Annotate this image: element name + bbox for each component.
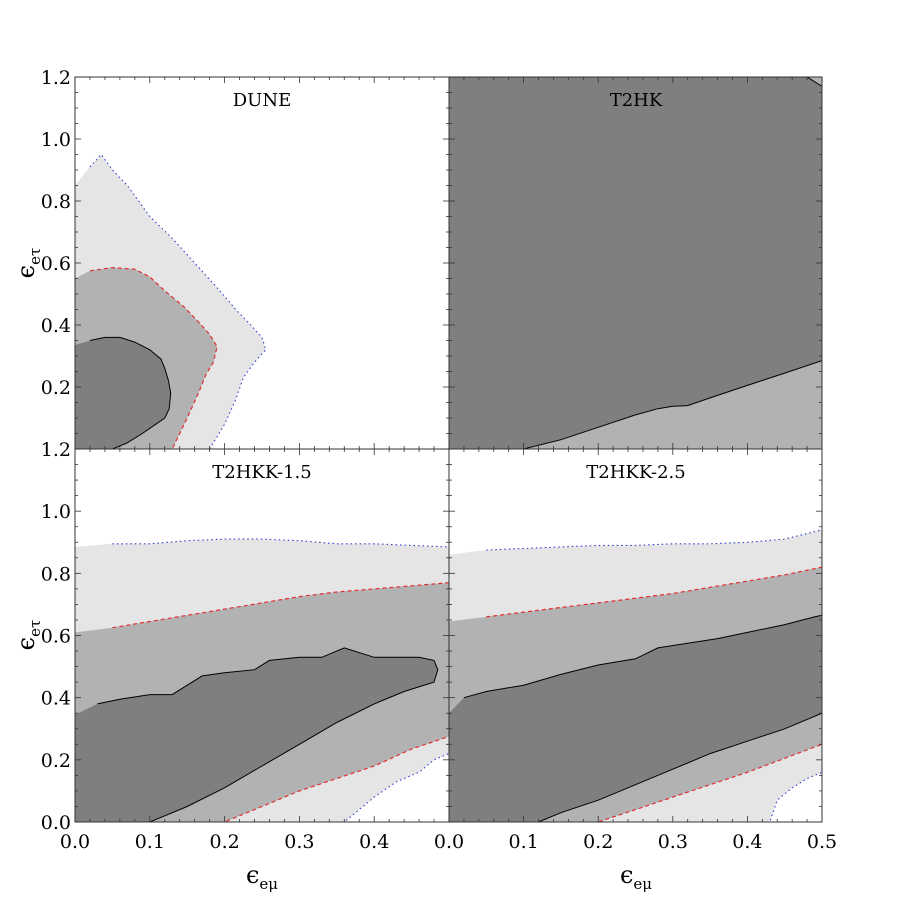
t2hk-axes: [448, 76, 823, 450]
contour-region-level-1: [449, 77, 822, 449]
panel-title-t2hk: T2HK: [610, 90, 663, 111]
panel-t2hkk-2-5: T2HKK-2.5: [448, 448, 823, 823]
contour-region-level-1: [75, 337, 171, 449]
x-tick-label: 0.2: [209, 831, 239, 853]
t2hk-contour-regions: [449, 77, 822, 449]
x-tick-label: 0.4: [732, 831, 762, 853]
t2hkk-2-5-axes: [448, 448, 823, 823]
x-tick-label: 0.0: [434, 831, 464, 853]
y-tick-label: 1.0: [41, 129, 71, 151]
contour-line-level-2: [486, 566, 822, 822]
x-axis-label-right: ϵeμ: [620, 861, 652, 893]
t2hkk-1-5-contour-regions: [75, 538, 449, 822]
y-tick-label: 0.6: [41, 253, 71, 275]
contour-line-level-1: [523, 77, 822, 449]
contour-line-level-3: [486, 529, 822, 822]
panel-t2hk: T2HK: [448, 76, 823, 450]
contour-line-level-2: [112, 582, 449, 822]
y-tick-label: 0.0: [41, 812, 71, 834]
contour-line-level-3: [112, 538, 449, 822]
y-tick-label: 1.0: [41, 501, 71, 523]
y-tick-label: 0.4: [41, 688, 71, 710]
y-tick-label: 1.2: [41, 439, 71, 461]
tick-labels: 0.0 0.1 0.2 0.3 0.4 0.0 0.1 0.2 0.3 0.4 0.5 0.2 0.4 0…: [41, 67, 837, 853]
x-axis-label-left: ϵeμ: [246, 861, 278, 893]
x-tick-label: 0.3: [284, 831, 314, 853]
panel-title-t2hkk-2-5: T2HKK-2.5: [586, 462, 685, 483]
x-tick-label: 0.5: [807, 831, 837, 853]
x-tick-label: 0.1: [135, 831, 165, 853]
x-tick-label: 0.4: [359, 831, 389, 853]
x-tick-label: 0.3: [658, 831, 688, 853]
t2hkk-2-5-contour-regions: [449, 529, 822, 822]
contour-line-level-1: [89, 336, 172, 449]
panel-dune: DUNE: [74, 76, 450, 450]
y-tick-label: 0.8: [41, 563, 71, 585]
panel-title-t2hkk-1-5: T2HKK-1.5: [212, 462, 311, 483]
dune-contour-regions: [75, 153, 267, 449]
contour-line-level-1: [97, 647, 439, 822]
panel-t2hkk-1-5: T2HKK-1.5: [74, 448, 450, 823]
y-axis-label-top: ϵeτ: [12, 248, 44, 279]
y-tick-label: 0.2: [41, 750, 71, 772]
x-tick-label: 0.2: [583, 831, 613, 853]
x-tick-label: 0.0: [60, 831, 90, 853]
contour-line-level-2: [89, 266, 218, 449]
y-tick-label: 0.6: [41, 626, 71, 648]
y-tick-label: 0.8: [41, 191, 71, 213]
contour-line-level-3: [89, 153, 267, 449]
contour-line-level-1: [463, 614, 822, 822]
y-axis-label-bottom: ϵeτ: [12, 620, 44, 651]
y-tick-label: 0.2: [41, 377, 71, 399]
y-tick-label: 1.2: [41, 67, 71, 89]
panel-title-dune: DUNE: [233, 90, 292, 111]
x-tick-label: 0.1: [508, 831, 538, 853]
contour-region-level-1: [449, 615, 822, 822]
y-tick-label: 0.4: [41, 315, 71, 337]
contour-region-level-1: [75, 647, 438, 822]
